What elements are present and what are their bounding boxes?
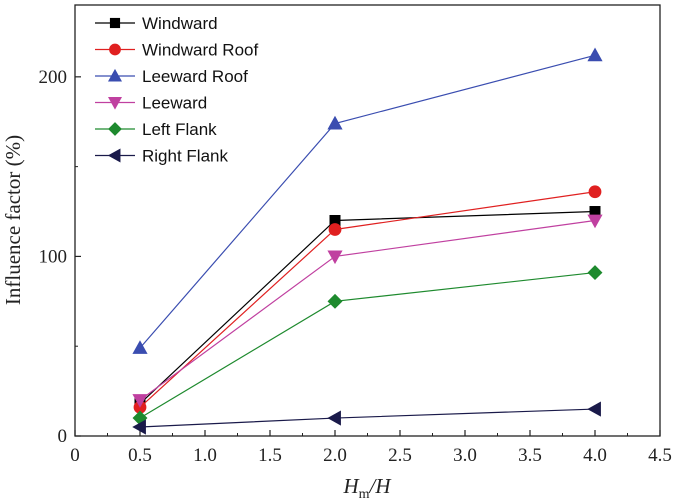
series-windward — [134, 206, 601, 410]
x-axis-title-main: H — [342, 474, 360, 498]
x-axis: 0 0.5 1.0 1.5 2.0 2.5 3.0 3.5 4.0 4.5 — [70, 430, 672, 466]
series-windward-roof — [133, 185, 602, 414]
legend-label: Windward Roof — [142, 41, 258, 60]
series-line — [139, 219, 596, 401]
data-point — [588, 185, 602, 199]
x-tick-label: 4.5 — [648, 445, 672, 466]
legend: Windward Windward Roof Leeward Roof Leeward… — [95, 14, 258, 166]
x-axis-title-rest: /H — [369, 474, 393, 498]
data-point — [327, 250, 343, 265]
data-point — [327, 410, 341, 426]
legend-label: Windward — [142, 14, 218, 33]
x-tick-label: 1.5 — [258, 445, 282, 466]
x-axis-title: Hm/H — [342, 474, 392, 500]
data-point — [132, 340, 148, 354]
legend-marker — [107, 97, 123, 110]
data-point — [327, 115, 343, 130]
series-right-flank — [132, 401, 601, 435]
data-point — [587, 401, 601, 417]
legend-marker — [107, 148, 121, 163]
x-tick-label: 0 — [70, 445, 80, 466]
legend-label: Left Flank — [142, 120, 217, 139]
data-point — [327, 293, 343, 309]
data-point — [132, 419, 146, 435]
x-axis-title-subscript: m — [359, 487, 370, 500]
legend-item: Windward Roof — [95, 41, 258, 60]
series-left-flank — [132, 265, 603, 426]
legend-marker — [108, 122, 122, 136]
x-tick-label: 2.0 — [323, 445, 347, 466]
series-line — [139, 191, 596, 408]
x-tick-label: 3.0 — [453, 445, 477, 466]
data-point — [587, 214, 603, 229]
legend-item: Windward — [95, 14, 218, 33]
series-layer — [132, 47, 603, 435]
legend-item: Leeward Roof — [95, 67, 248, 86]
data-point — [587, 47, 603, 62]
y-axis-title: Influence factor (%) — [1, 135, 25, 305]
x-tick-label: 4.0 — [583, 445, 607, 466]
x-tick-label: 2.5 — [388, 445, 412, 466]
legend-marker — [109, 43, 121, 56]
x-tick-label: 3.5 — [518, 445, 542, 466]
series-leeward — [132, 214, 603, 408]
legend-label: Leeward — [142, 94, 207, 113]
series-line — [139, 408, 596, 428]
data-point — [328, 223, 342, 236]
legend-label: Leeward Roof — [142, 67, 248, 86]
legend-item: Left Flank — [95, 120, 217, 139]
legend-item: Leeward — [95, 94, 207, 113]
data-point — [132, 394, 148, 408]
legend-marker — [109, 17, 121, 29]
y-axis: 0 100 200 — [39, 67, 81, 447]
y-tick-label: 100 — [39, 246, 68, 267]
data-point — [587, 265, 603, 281]
series-leeward-roof — [132, 47, 603, 354]
x-tick-label: 0.5 — [128, 445, 152, 466]
series-line — [139, 210, 596, 405]
legend-marker — [107, 68, 123, 82]
y-tick-label: 200 — [39, 67, 68, 88]
legend-item: Right Flank — [95, 147, 228, 166]
y-tick-label: 0 — [58, 426, 68, 447]
legend-label: Right Flank — [142, 147, 228, 166]
x-tick-label: 1.0 — [193, 445, 217, 466]
